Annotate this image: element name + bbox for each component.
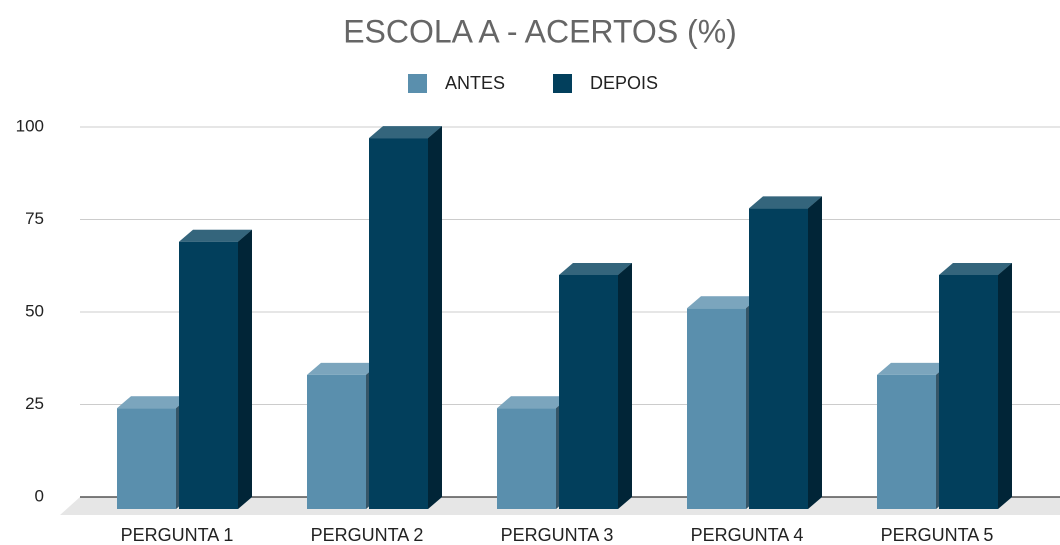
x-tick-label: PERGUNTA 4	[691, 525, 804, 545]
bar-top-shade	[749, 196, 822, 209]
bar-side-shade	[238, 229, 252, 509]
bar	[369, 138, 428, 509]
legend-swatch	[408, 74, 427, 93]
x-tick-label: PERGUNTA 2	[311, 525, 424, 545]
bar-side-shade	[428, 126, 442, 509]
bar	[179, 241, 238, 509]
chart-title: ESCOLA A - ACERTOS (%)	[343, 13, 737, 49]
bar-side	[428, 126, 442, 509]
bar	[877, 374, 936, 509]
y-tick-label: 75	[25, 209, 44, 228]
bar-top	[559, 263, 632, 275]
y-tick-label: 100	[16, 116, 44, 135]
bar	[307, 374, 366, 509]
bar-top	[687, 296, 760, 309]
bar	[939, 275, 998, 509]
bar	[117, 408, 176, 509]
legend-label: ANTES	[445, 73, 505, 93]
x-tick-label: PERGUNTA 5	[881, 525, 994, 545]
bar-side-shade	[618, 263, 632, 509]
bar-top-shade	[559, 263, 632, 275]
bar-top-shade	[687, 296, 760, 309]
bar	[749, 208, 808, 509]
bar-side	[998, 263, 1012, 509]
bar-top	[749, 196, 822, 209]
x-tick-label: PERGUNTA 3	[501, 525, 614, 545]
bar-top	[877, 362, 950, 375]
bar-top-shade	[877, 362, 950, 375]
bar-top	[497, 396, 570, 409]
bar-top	[179, 229, 252, 242]
bar	[497, 408, 556, 509]
bar-side	[238, 229, 252, 509]
bar-top-shade	[179, 229, 252, 242]
legend-label: DEPOIS	[590, 73, 658, 93]
bar-side-shade	[998, 263, 1012, 509]
bar-top	[307, 362, 380, 375]
bar-side	[808, 196, 822, 509]
bar-top-shade	[117, 396, 190, 409]
legend-swatch	[553, 74, 572, 93]
bar-side-shade	[808, 196, 822, 509]
x-tick-label: PERGUNTA 1	[121, 525, 234, 545]
bar	[687, 308, 746, 509]
y-tick-label: 25	[25, 394, 44, 413]
bar-top-shade	[497, 396, 570, 409]
y-tick-label: 50	[25, 301, 44, 320]
bar-side	[618, 263, 632, 509]
bar-top-shade	[307, 362, 380, 375]
bar-top	[117, 396, 190, 409]
bar-top	[369, 126, 442, 139]
bar-top	[939, 263, 1012, 275]
y-tick-label: 0	[35, 486, 44, 505]
bar	[559, 275, 618, 509]
bar-top-shade	[369, 126, 442, 139]
bar-top-shade	[939, 263, 1012, 275]
